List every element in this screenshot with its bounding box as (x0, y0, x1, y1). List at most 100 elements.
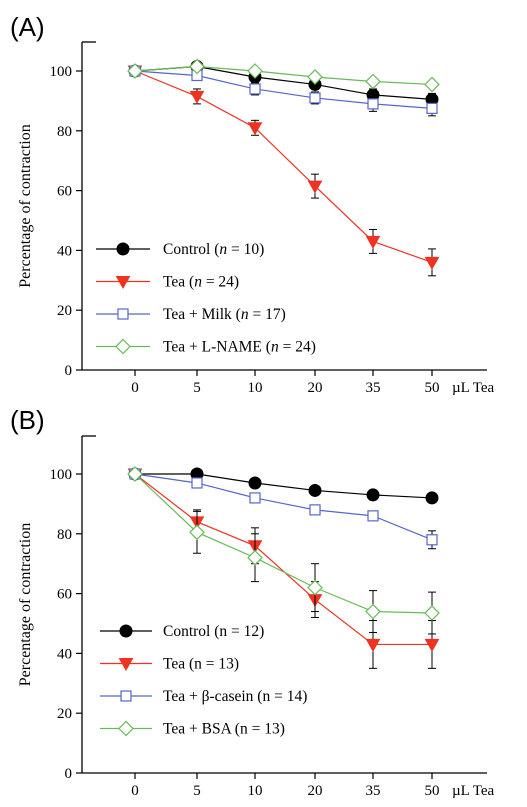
legend-entry: Tea (n = 13) (100, 656, 239, 673)
legend-label: Control (n = 10) (163, 241, 264, 258)
data-point (367, 510, 379, 522)
legend-marker (118, 720, 134, 737)
data-point (365, 73, 381, 90)
y-tick-label: 80 (57, 527, 72, 543)
x-tick-label: 10 (248, 783, 263, 799)
series-line (134, 473, 433, 614)
legend-label-main: Tea + BSA (n = 13) (163, 721, 285, 738)
series-line (134, 65, 433, 101)
data-point (249, 492, 261, 504)
y-tick-label: 40 (57, 646, 72, 662)
x-tick-label: 5 (193, 783, 201, 799)
y-tick-label: 40 (57, 243, 72, 259)
x-tick-label: 35 (366, 783, 381, 799)
legend-label: Tea + Milk (n = 17) (163, 306, 286, 323)
data-point (191, 477, 203, 489)
legend-entry: Control (n = 12) (100, 623, 264, 640)
legend-label-n: n (271, 339, 279, 356)
data-point (247, 549, 263, 566)
legend-label: Tea + BSA (n = 13) (163, 721, 285, 738)
legend-entry: Control (n = 10) (96, 241, 264, 258)
legend-label-main: Tea + Milk ( (163, 306, 241, 323)
legend-label-rest: = 10) (227, 241, 264, 258)
series-line (134, 70, 433, 109)
x-tick-label: 20 (308, 783, 323, 799)
legend-label-n: n (194, 274, 202, 291)
series-line (134, 473, 432, 646)
legend-label-main: Control ( (163, 241, 219, 258)
y-tick-label: 0 (65, 363, 73, 379)
y-tick-label: 20 (57, 706, 72, 722)
data-point (426, 534, 438, 546)
y-tick-label: 60 (57, 184, 72, 200)
y-tick-label: 20 (57, 303, 72, 319)
data-point (424, 638, 440, 652)
data-point (309, 92, 321, 104)
chart-panel-0: (A) 0 20 40 60 80 100 0 5 10 20 35 50 µL Tea Percentag… (10, 12, 495, 396)
series-line (134, 70, 433, 263)
panel-label: (A) (10, 12, 45, 42)
legend-label: Tea (n = 13) (163, 656, 239, 673)
x-tick-label: 50 (425, 380, 440, 396)
legend-label-main: Tea (n = 13) (163, 656, 239, 673)
x-tick-label: 0 (131, 380, 139, 396)
data-point (365, 235, 381, 249)
legend-label-n: n (241, 306, 249, 323)
legend-label-rest: = 17) (249, 306, 286, 323)
x-tick-label: 0 (131, 783, 139, 799)
data-point (127, 63, 143, 79)
data-point (307, 579, 323, 596)
series-line (135, 473, 433, 499)
data-point (189, 90, 205, 104)
data-point (248, 476, 262, 490)
data-point (424, 256, 440, 270)
data-point (249, 83, 261, 95)
data-point (424, 76, 440, 93)
y-axis-label: Percentage of contraction (17, 124, 34, 287)
legend-entry: Tea + β-casein (n = 14) (100, 688, 307, 705)
data-point (366, 488, 380, 502)
x-tick-label: 35 (366, 380, 381, 396)
y-tick-label: 60 (57, 587, 72, 603)
x-tick-label: 5 (193, 380, 201, 396)
x-tick-label: 50 (425, 783, 440, 799)
legend-entry: Tea + BSA (n = 13) (100, 721, 285, 738)
legend-label-rest: = 24) (202, 274, 239, 291)
panel-label: (B) (10, 405, 45, 435)
legend-label: Control (n = 12) (163, 623, 264, 640)
legend-label-n: n (219, 241, 227, 258)
y-tick-label: 100 (50, 64, 73, 80)
data-point (365, 603, 381, 620)
legend-label-rest: = 24) (279, 339, 316, 356)
legend-marker (115, 338, 131, 355)
data-point (308, 483, 322, 497)
series-line (134, 473, 433, 541)
series-3 (127, 466, 440, 635)
legend-marker (115, 276, 131, 290)
legend-entry: Tea + L-NAME (n = 24) (96, 339, 316, 356)
y-tick-label: 100 (50, 467, 73, 483)
data-point (426, 102, 438, 114)
legend-label: Tea + L-NAME (n = 24) (163, 339, 316, 356)
chart-panel-1: (B) 0 20 40 60 80 100 0 5 10 20 35 50 µL Tea Percentag… (10, 405, 495, 799)
data-point (247, 63, 263, 79)
series-2 (129, 468, 438, 550)
y-axis-label: Percentage of contraction (17, 523, 34, 686)
legend-entry: Tea (n = 24) (96, 274, 239, 291)
series-line (134, 65, 433, 86)
x-axis-unit: µL Tea (452, 783, 495, 799)
x-tick-label: 20 (308, 380, 323, 396)
legend-label: Tea (n = 24) (163, 274, 239, 291)
data-point (127, 466, 143, 482)
data-point (247, 122, 263, 136)
data-point (365, 638, 381, 652)
legend-marker (117, 308, 129, 320)
data-point (189, 524, 205, 541)
data-point (367, 98, 379, 110)
legend-label-main: Control (n = 12) (163, 623, 264, 640)
series-3 (127, 58, 440, 93)
y-tick-label: 0 (65, 766, 73, 782)
legend-label-main: Tea + β-casein (n = 14) (163, 688, 307, 705)
